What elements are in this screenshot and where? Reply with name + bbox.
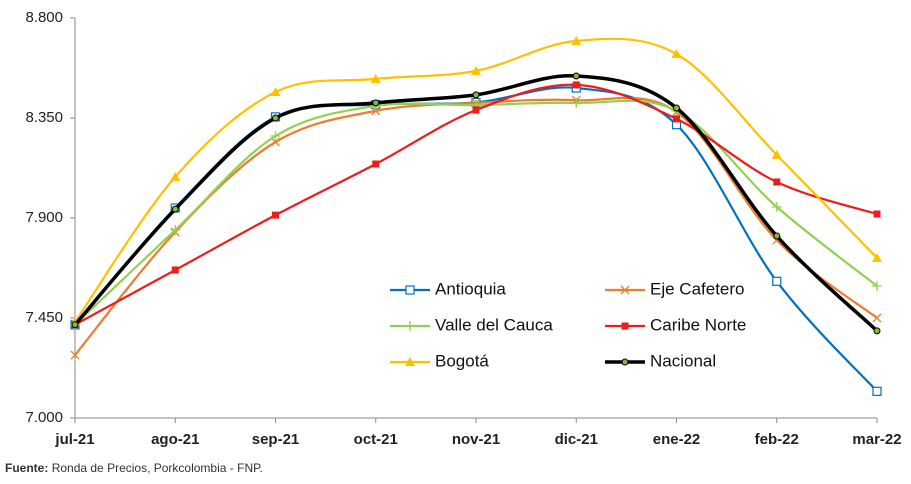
marker [370, 73, 381, 83]
y-tick-label: 8.350 [25, 109, 63, 126]
x-tick-label: feb-22 [755, 431, 799, 448]
legend-item: Caribe Norte [605, 315, 746, 334]
marker [771, 149, 782, 159]
y-tick-label: 7.450 [25, 309, 63, 326]
series [70, 83, 882, 396]
y-tick-label: 8.800 [25, 9, 63, 26]
x-tick-label: ago-21 [151, 431, 199, 448]
marker [405, 357, 415, 366]
source-label: Fuente: [5, 461, 48, 475]
marker [872, 386, 882, 396]
marker [71, 321, 79, 329]
marker [571, 97, 582, 108]
marker [270, 131, 281, 141]
x-tick-label: ene-22 [653, 431, 701, 448]
legend-item: Nacional [605, 351, 716, 370]
marker [572, 72, 580, 80]
marker [272, 211, 279, 219]
legend-label: Antioquia [435, 279, 506, 298]
legend-item: Valle del Cauca [390, 315, 553, 334]
marker [272, 114, 279, 122]
legend-item: Bogotá [390, 351, 489, 370]
x-tick-label: oct-21 [354, 431, 398, 448]
marker [673, 104, 680, 112]
legend-label: Caribe Norte [650, 315, 746, 334]
legend-item: Eje Cafetero [605, 279, 745, 298]
marker [671, 49, 682, 58]
x-tick-label: jul-21 [54, 431, 94, 448]
marker [621, 358, 629, 366]
legend-label: Nacional [650, 351, 716, 370]
marker [872, 281, 882, 291]
source: Fuente: Ronda de Precios, Porkcolombia -… [5, 461, 263, 475]
marker [271, 137, 280, 147]
marker [472, 106, 480, 114]
marker [621, 322, 629, 330]
marker [471, 65, 481, 75]
marker [873, 327, 881, 335]
series [71, 72, 881, 335]
y-tick-label: 7.000 [25, 409, 63, 426]
marker [771, 201, 782, 212]
source-text: Ronda de Precios, Porkcolombia - FNP. [52, 461, 263, 475]
x-tick-label: dic-21 [555, 431, 598, 448]
x-tick-label: nov-21 [452, 431, 500, 448]
marker [571, 35, 582, 45]
marker [873, 210, 881, 218]
marker [772, 276, 782, 286]
series [71, 81, 881, 329]
x-tick-label: sep-21 [252, 431, 300, 448]
marker [170, 225, 181, 235]
marker [372, 99, 380, 107]
marker [170, 171, 181, 181]
marker [673, 115, 680, 123]
marker [773, 232, 781, 240]
marker [171, 205, 179, 213]
marker [70, 350, 80, 360]
legend-label: Valle del Cauca [435, 315, 553, 334]
marker [872, 253, 882, 262]
marker [405, 321, 415, 331]
legend-label: Bogotá [435, 351, 489, 370]
legend-label: Eje Cafetero [650, 279, 745, 298]
marker [171, 266, 179, 274]
marker [572, 81, 580, 89]
marker [872, 313, 882, 323]
marker [405, 285, 415, 295]
marker [270, 87, 281, 96]
y-tick-label: 7.900 [25, 209, 63, 226]
legend-item: Antioquia [390, 279, 506, 298]
marker [372, 160, 380, 168]
marker [773, 178, 781, 186]
marker [472, 91, 480, 99]
x-tick-label: mar-22 [852, 431, 901, 448]
marker [620, 285, 630, 295]
